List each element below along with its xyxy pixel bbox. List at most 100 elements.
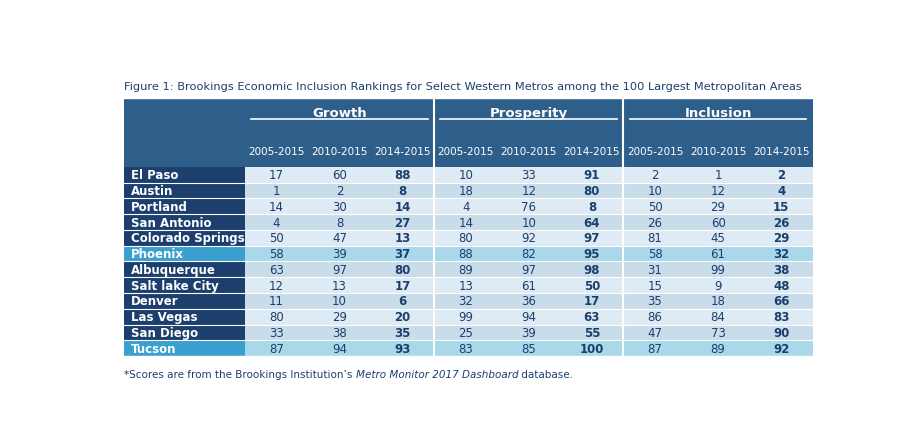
Text: 89: 89 bbox=[458, 263, 473, 276]
Text: 95: 95 bbox=[584, 248, 600, 260]
Text: 80: 80 bbox=[395, 263, 411, 276]
Text: 2005-2015: 2005-2015 bbox=[627, 147, 683, 157]
Text: 18: 18 bbox=[458, 184, 473, 198]
Text: 27: 27 bbox=[395, 216, 411, 229]
Text: 47: 47 bbox=[332, 232, 347, 245]
Text: 2005-2015: 2005-2015 bbox=[437, 147, 494, 157]
Text: 2010-2015: 2010-2015 bbox=[690, 147, 746, 157]
Text: 90: 90 bbox=[773, 326, 789, 339]
Bar bbox=[245, 294, 813, 309]
Text: 25: 25 bbox=[458, 326, 473, 339]
Text: 33: 33 bbox=[269, 326, 284, 339]
Text: 61: 61 bbox=[710, 248, 726, 260]
Bar bbox=[124, 278, 245, 294]
Bar bbox=[245, 183, 813, 199]
Bar bbox=[245, 309, 813, 325]
Text: 17: 17 bbox=[395, 279, 411, 292]
Text: 29: 29 bbox=[773, 232, 789, 245]
Text: 83: 83 bbox=[773, 311, 789, 323]
Text: 15: 15 bbox=[773, 200, 789, 213]
Text: 97: 97 bbox=[332, 263, 347, 276]
Text: 10: 10 bbox=[458, 169, 473, 182]
Text: 45: 45 bbox=[711, 232, 726, 245]
Text: 39: 39 bbox=[522, 326, 536, 339]
Text: 2014-2015: 2014-2015 bbox=[753, 147, 809, 157]
Text: 73: 73 bbox=[711, 326, 726, 339]
Text: 94: 94 bbox=[332, 342, 347, 355]
Text: 94: 94 bbox=[522, 311, 536, 323]
Text: 17: 17 bbox=[268, 169, 284, 182]
Text: 12: 12 bbox=[268, 279, 284, 292]
Text: 2: 2 bbox=[651, 169, 658, 182]
Text: San Diego: San Diego bbox=[131, 326, 198, 339]
Text: 66: 66 bbox=[773, 295, 789, 308]
Text: 39: 39 bbox=[332, 248, 346, 260]
Text: 38: 38 bbox=[773, 263, 789, 276]
Text: 92: 92 bbox=[522, 232, 536, 245]
Text: 92: 92 bbox=[773, 342, 789, 355]
Text: 88: 88 bbox=[458, 248, 473, 260]
Text: Albuquerque: Albuquerque bbox=[131, 263, 216, 276]
Bar bbox=[245, 278, 813, 294]
Text: 13: 13 bbox=[458, 279, 473, 292]
Bar bbox=[124, 325, 245, 340]
Text: 26: 26 bbox=[773, 216, 789, 229]
Text: 9: 9 bbox=[715, 279, 722, 292]
Text: 38: 38 bbox=[332, 326, 346, 339]
Text: 99: 99 bbox=[458, 311, 473, 323]
Text: 93: 93 bbox=[395, 342, 411, 355]
Bar bbox=[245, 262, 813, 278]
Text: 1: 1 bbox=[273, 184, 280, 198]
Text: 2014-2015: 2014-2015 bbox=[563, 147, 620, 157]
Text: 12: 12 bbox=[710, 184, 726, 198]
Text: 32: 32 bbox=[458, 295, 473, 308]
Text: 83: 83 bbox=[458, 342, 473, 355]
Text: 4: 4 bbox=[273, 216, 280, 229]
Text: Figure 1: Brookings Economic Inclusion Rankings for Select Western Metros among : Figure 1: Brookings Economic Inclusion R… bbox=[124, 82, 802, 92]
Text: El Paso: El Paso bbox=[131, 169, 179, 182]
Bar bbox=[124, 167, 245, 183]
Text: 87: 87 bbox=[269, 342, 284, 355]
Text: 98: 98 bbox=[584, 263, 600, 276]
Text: 80: 80 bbox=[269, 311, 284, 323]
Text: 91: 91 bbox=[584, 169, 600, 182]
Text: 64: 64 bbox=[584, 216, 600, 229]
Text: Inclusion: Inclusion bbox=[685, 106, 752, 120]
Text: 6: 6 bbox=[398, 295, 406, 308]
Text: 2010-2015: 2010-2015 bbox=[311, 147, 367, 157]
Text: 61: 61 bbox=[522, 279, 536, 292]
Bar bbox=[245, 215, 813, 230]
Text: 35: 35 bbox=[395, 326, 411, 339]
Text: 85: 85 bbox=[522, 342, 536, 355]
Text: 88: 88 bbox=[395, 169, 411, 182]
Bar bbox=[245, 340, 813, 356]
Text: 99: 99 bbox=[710, 263, 726, 276]
Text: San Antonio: San Antonio bbox=[131, 216, 211, 229]
Text: 60: 60 bbox=[332, 169, 346, 182]
Text: 15: 15 bbox=[648, 279, 662, 292]
Text: Austin: Austin bbox=[131, 184, 173, 198]
Bar bbox=[124, 309, 245, 325]
Text: Prosperity: Prosperity bbox=[490, 106, 568, 120]
Text: 14: 14 bbox=[458, 216, 473, 229]
Text: 13: 13 bbox=[395, 232, 411, 245]
Bar bbox=[124, 199, 245, 215]
Bar bbox=[245, 246, 813, 262]
Text: Tucson: Tucson bbox=[131, 342, 177, 355]
Text: 30: 30 bbox=[332, 200, 346, 213]
Bar bbox=[124, 246, 245, 262]
Text: 55: 55 bbox=[584, 326, 600, 339]
Text: 2: 2 bbox=[336, 184, 343, 198]
Text: 10: 10 bbox=[522, 216, 536, 229]
Bar bbox=[124, 294, 245, 309]
Bar bbox=[245, 230, 813, 246]
Text: database.: database. bbox=[518, 369, 573, 379]
Text: 31: 31 bbox=[648, 263, 662, 276]
Bar bbox=[124, 99, 813, 136]
Text: 84: 84 bbox=[711, 311, 726, 323]
Text: 2: 2 bbox=[777, 169, 785, 182]
Text: Phoenix: Phoenix bbox=[131, 248, 184, 260]
Text: 2014-2015: 2014-2015 bbox=[375, 147, 431, 157]
Text: 1: 1 bbox=[715, 169, 722, 182]
Text: Metro Monitor 2017 Dashboard: Metro Monitor 2017 Dashboard bbox=[356, 369, 518, 379]
